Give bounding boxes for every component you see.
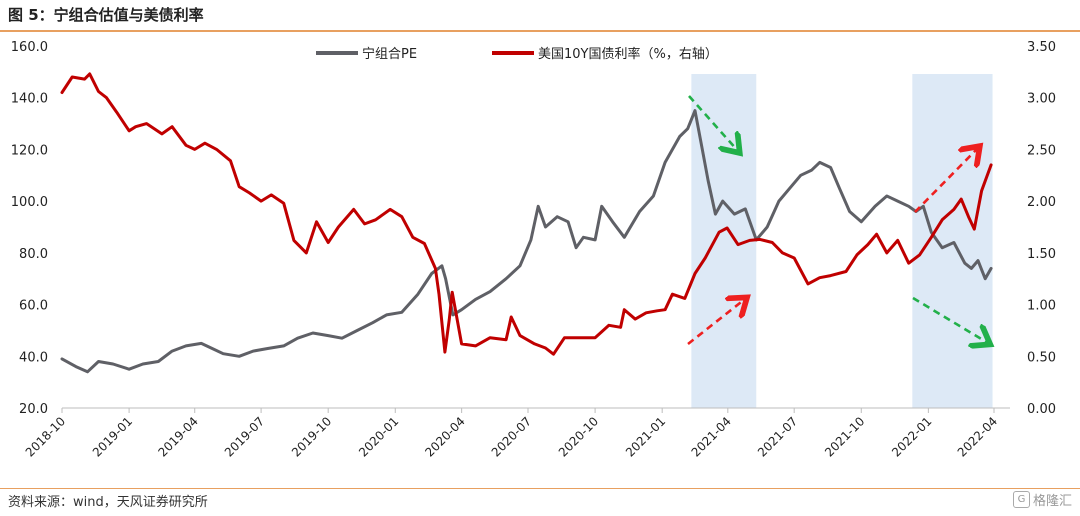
x-tick-label: 2019-10 (289, 414, 334, 459)
x-tick-label: 2019-04 (155, 414, 200, 459)
source-note: 资料来源：wind，天风证券研究所 (8, 495, 208, 510)
highlight-band-2 (912, 74, 993, 408)
y-left-tick-label: 100.0 (11, 195, 48, 210)
figure-title: 图 5：宁组合估值与美债利率 (8, 6, 204, 24)
title-divider (0, 30, 1080, 32)
y-right-tick-label: 0.50 (1027, 350, 1056, 365)
axes: 2018-10 2019-01 2019-04 2019-07 2019-10 2020-… (11, 40, 1056, 460)
y-right-tick-label: 2.00 (1027, 195, 1056, 210)
x-tick-label: 2020-01 (356, 414, 401, 459)
x-tick-label: 2019-01 (90, 414, 135, 459)
x-tick-label: 2021-07 (755, 414, 800, 459)
y-left-tick-label: 140.0 (11, 92, 48, 107)
x-tick-label: 2021-10 (822, 414, 867, 459)
trend-arrow-green-down (912, 296, 988, 343)
y-right-tick-label: 2.50 (1027, 143, 1056, 158)
x-tick-label: 2018-10 (23, 414, 68, 459)
y-left-tick-label: 120.0 (11, 143, 48, 158)
trend-arrow-green-down (688, 95, 738, 151)
y-right-tick-label: 3.50 (1027, 40, 1056, 55)
x-tick-label: 2021-04 (689, 414, 734, 459)
y-left-tick-label: 20.0 (19, 402, 48, 417)
y-left-tick-label: 80.0 (19, 247, 48, 262)
legend-label-pe: 宁组合PE (362, 46, 417, 62)
series-line-pe (60, 109, 993, 374)
x-tick-label: 2020-07 (489, 414, 534, 459)
watermark: G 格隆汇 (1012, 490, 1072, 509)
y-right-tick-label: 3.00 (1027, 92, 1056, 107)
x-tick-label: 2022-01 (889, 414, 934, 459)
watermark-logo-icon: G (1012, 491, 1030, 508)
y-left-tick-label: 40.0 (19, 350, 48, 365)
series-line-yield (60, 72, 993, 356)
x-tick-label: 2019-07 (222, 414, 267, 459)
series-lines (60, 72, 993, 374)
y-right-tick-label: 1.50 (1027, 247, 1056, 262)
watermark-text: 格隆汇 (1032, 494, 1072, 509)
x-tick-label: 2021-01 (623, 414, 668, 459)
legend-label-yield: 美国10Y国债利率（%，右轴） (538, 46, 718, 62)
x-tick-label: 2020-04 (422, 414, 467, 459)
legend: 宁组合PE 美国10Y国债利率（%，右轴） (316, 46, 718, 62)
trend-arrow-red-up (687, 299, 745, 346)
trend-arrow-red-up (914, 148, 978, 213)
footer-divider (0, 488, 1080, 489)
y-left-tick-label: 160.0 (11, 40, 48, 55)
y-left-tick-label: 60.0 (19, 299, 48, 314)
chart: 2018-10 2019-01 2019-04 2019-07 2019-10 2020-… (11, 40, 1056, 460)
x-tick-label: 2022-04 (955, 414, 1000, 459)
x-tick-label: 2020-10 (556, 414, 601, 459)
y-right-tick-label: 0.00 (1027, 402, 1056, 417)
y-right-tick-label: 1.00 (1027, 299, 1056, 314)
trend-arrows (687, 95, 988, 346)
